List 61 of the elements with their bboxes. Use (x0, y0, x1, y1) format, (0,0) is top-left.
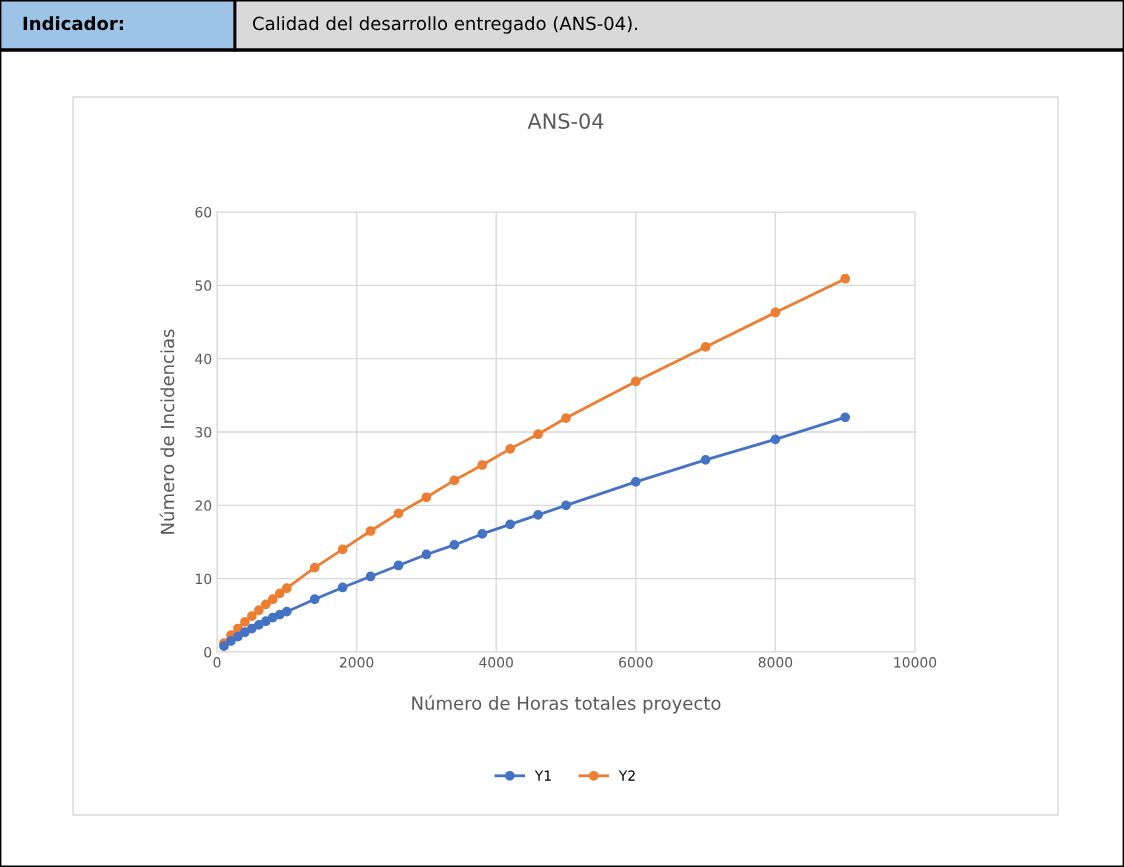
point (533, 510, 543, 520)
x-tick-label: 4000 (479, 657, 513, 668)
point (240, 617, 250, 627)
y-axis-title: Número de Incidencias (159, 329, 175, 534)
point (309, 594, 320, 605)
x-tick-label: 2000 (339, 657, 374, 668)
point (337, 544, 348, 555)
point (226, 636, 236, 646)
point (281, 606, 292, 617)
point (505, 519, 516, 530)
text: Calidad del desarrollo entregado (ANS-04). (253, 16, 637, 34)
point (365, 571, 376, 582)
y-tick-label: 50 (195, 280, 212, 291)
point (770, 434, 781, 445)
point (505, 444, 516, 454)
point (449, 475, 460, 486)
point (840, 273, 851, 284)
point (233, 631, 243, 642)
point (337, 582, 348, 593)
x-tick-label: 6000 (619, 657, 653, 668)
point (630, 477, 641, 487)
point (309, 562, 320, 573)
legend-label: Y1 (534, 770, 551, 781)
x-tick-label: 10000 (894, 657, 937, 668)
point (267, 594, 278, 605)
point (561, 500, 571, 511)
point (247, 623, 257, 634)
point (477, 460, 488, 470)
point (365, 526, 376, 536)
y-tick-label: 20 (195, 500, 212, 511)
point (281, 583, 292, 594)
y-tick-label: 60 (195, 206, 212, 218)
point (254, 605, 264, 616)
y-tick-label: 40 (195, 353, 212, 365)
point (449, 540, 460, 550)
text: Indicador: (23, 16, 124, 31)
point (630, 376, 641, 387)
point (393, 560, 404, 571)
point (247, 611, 257, 621)
point (561, 413, 571, 423)
point (770, 307, 781, 318)
point (533, 429, 543, 440)
point (274, 588, 285, 599)
y-tick-label: 10 (195, 573, 212, 585)
x-axis-title: Número de Horas totales proyecto (412, 695, 721, 714)
point (477, 529, 488, 539)
legend-label: Y2 (618, 770, 635, 781)
point (254, 620, 264, 630)
chart-title: ANS-04 (527, 113, 604, 129)
point (421, 492, 432, 503)
x-tick-label: 8000 (758, 657, 793, 668)
x-tick-label: 0 (213, 657, 221, 668)
y-tick-label: 30 (195, 426, 212, 438)
point (260, 599, 271, 610)
point (240, 627, 250, 638)
point (700, 342, 711, 352)
point (840, 412, 851, 423)
point (700, 455, 711, 465)
point (393, 508, 404, 519)
y-tick-label: 0 (204, 646, 212, 658)
point (421, 549, 432, 560)
